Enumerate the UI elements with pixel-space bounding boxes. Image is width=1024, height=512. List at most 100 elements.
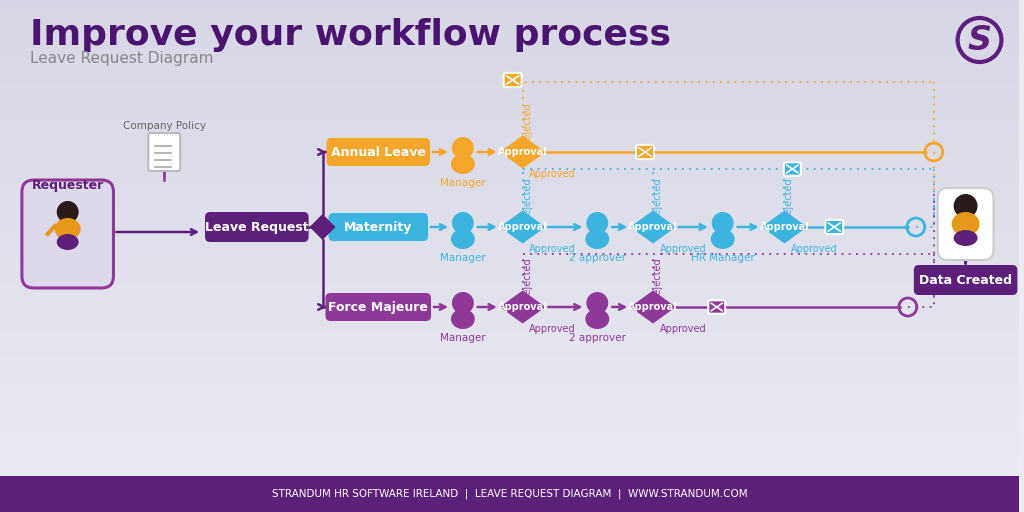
Bar (0, 416, 1019, 420)
Bar (0, 293, 1019, 297)
Bar (0, 78, 1019, 82)
Circle shape (452, 212, 474, 234)
Bar (0, 50, 1019, 54)
Text: Approved: Approved (659, 324, 707, 334)
Bar (0, 460, 1019, 463)
Bar (0, 442, 1019, 445)
Bar (0, 421, 1019, 425)
Bar (0, 247, 1019, 251)
Bar (0, 476, 1019, 512)
Bar (0, 314, 1019, 317)
Bar (0, 250, 1019, 253)
Bar (0, 327, 1019, 330)
Text: Force Majeure: Force Majeure (329, 301, 428, 313)
Bar (0, 173, 1019, 177)
Text: HR Manager: HR Manager (691, 253, 755, 263)
Bar (0, 160, 1019, 164)
Bar (0, 337, 1019, 340)
Bar (0, 206, 1019, 210)
Bar (0, 14, 1019, 18)
Bar (0, 508, 1019, 512)
Bar (0, 409, 1019, 412)
Text: Approval: Approval (760, 222, 809, 232)
Text: Approval: Approval (498, 302, 548, 312)
Bar (0, 112, 1019, 115)
Text: Annual Leave: Annual Leave (331, 145, 426, 159)
Text: Approved: Approved (791, 244, 838, 254)
Ellipse shape (586, 229, 609, 249)
Bar (0, 170, 1019, 174)
Bar (0, 334, 1019, 338)
Bar (0, 258, 1019, 261)
Bar (0, 309, 1019, 312)
Bar (0, 316, 1019, 320)
Text: Data Created: Data Created (920, 273, 1012, 287)
Text: Manager: Manager (440, 253, 485, 263)
Text: 2 approver: 2 approver (569, 333, 626, 343)
Bar (0, 373, 1019, 376)
FancyBboxPatch shape (329, 213, 428, 241)
Bar (0, 232, 1019, 236)
Circle shape (452, 292, 474, 314)
Text: Rejected: Rejected (783, 178, 794, 220)
Bar (0, 204, 1019, 207)
Text: Maternity: Maternity (344, 221, 413, 233)
Bar (0, 130, 1019, 133)
Bar (0, 53, 1019, 56)
Bar (0, 104, 1019, 108)
Polygon shape (500, 136, 546, 168)
Bar (0, 391, 1019, 394)
Bar (0, 268, 1019, 271)
Bar (0, 83, 1019, 87)
Bar (0, 147, 1019, 151)
Bar (0, 444, 1019, 448)
Text: Manager: Manager (440, 178, 485, 188)
Ellipse shape (451, 309, 475, 329)
Bar (0, 219, 1019, 223)
Bar (0, 419, 1019, 422)
Ellipse shape (54, 218, 81, 240)
Bar (0, 457, 1019, 461)
Bar (0, 439, 1019, 443)
Bar (0, 55, 1019, 59)
Bar (0, 396, 1019, 399)
Bar (0, 4, 1019, 8)
Bar (0, 27, 1019, 31)
Polygon shape (500, 290, 546, 324)
Bar (0, 68, 1019, 72)
Bar (0, 229, 1019, 233)
Bar (0, 37, 1019, 41)
Bar (0, 209, 1019, 212)
Bar (0, 437, 1019, 440)
Bar (0, 342, 1019, 346)
Bar (0, 252, 1019, 256)
Bar (0, 475, 1019, 479)
Bar (0, 432, 1019, 435)
Ellipse shape (711, 229, 734, 249)
Bar (0, 76, 1019, 79)
Bar (0, 329, 1019, 333)
Bar (0, 124, 1019, 128)
Bar (0, 17, 1019, 20)
Bar (0, 298, 1019, 302)
Text: Improve your workflow process: Improve your workflow process (30, 18, 671, 52)
Bar (0, 485, 1019, 489)
Polygon shape (500, 210, 546, 244)
Bar (0, 462, 1019, 466)
Bar (0, 45, 1019, 49)
Bar (0, 378, 1019, 381)
Bar (0, 473, 1019, 476)
Circle shape (587, 292, 608, 314)
FancyBboxPatch shape (784, 162, 801, 176)
Text: Approved: Approved (529, 244, 575, 254)
Bar (0, 132, 1019, 136)
Bar (0, 242, 1019, 246)
Bar (0, 60, 1019, 64)
Bar (0, 89, 1019, 92)
Bar (0, 240, 1019, 243)
Bar (0, 2, 1019, 5)
Bar (0, 501, 1019, 504)
Bar (0, 490, 1019, 494)
Bar (0, 140, 1019, 143)
Bar (0, 388, 1019, 392)
